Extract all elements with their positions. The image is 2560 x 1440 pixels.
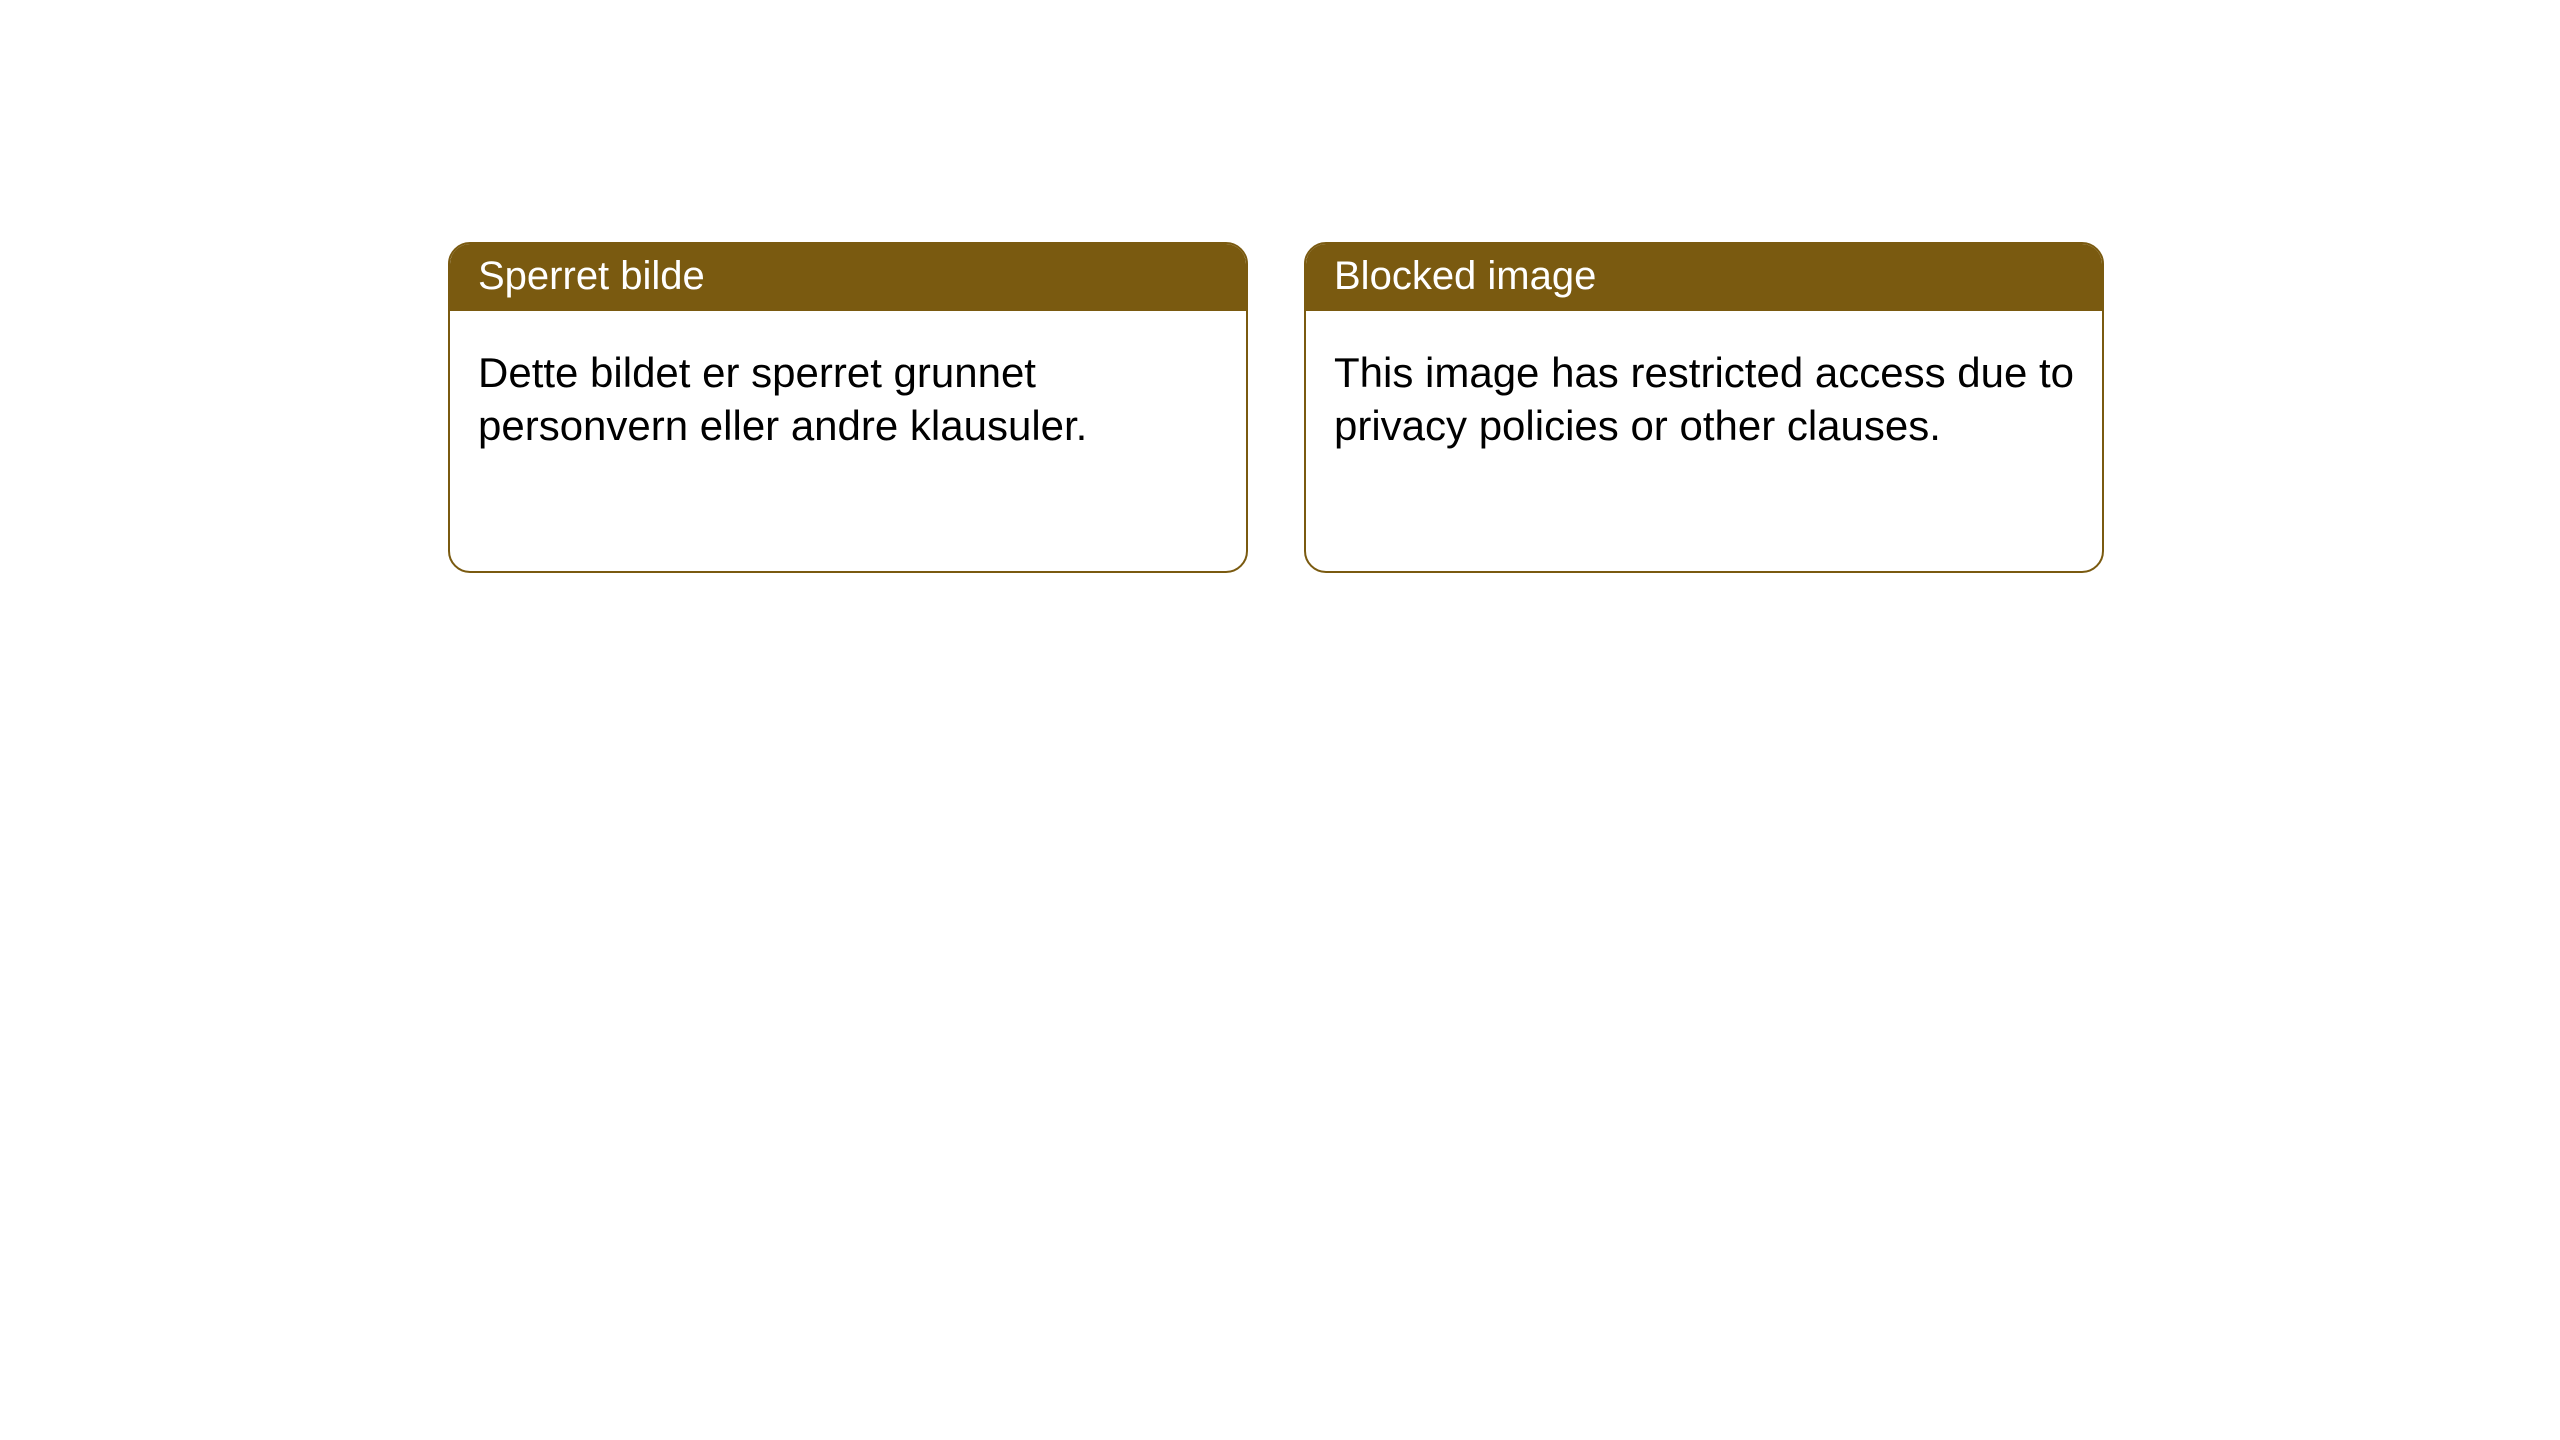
card-body-no: Dette bildet er sperret grunnet personve…	[450, 311, 1246, 571]
card-title-en: Blocked image	[1306, 244, 2102, 311]
card-body-en: This image has restricted access due to …	[1306, 311, 2102, 571]
card-container: Sperret bilde Dette bildet er sperret gr…	[0, 0, 2560, 573]
blocked-image-card-en: Blocked image This image has restricted …	[1304, 242, 2104, 573]
card-title-no: Sperret bilde	[450, 244, 1246, 311]
blocked-image-card-no: Sperret bilde Dette bildet er sperret gr…	[448, 242, 1248, 573]
